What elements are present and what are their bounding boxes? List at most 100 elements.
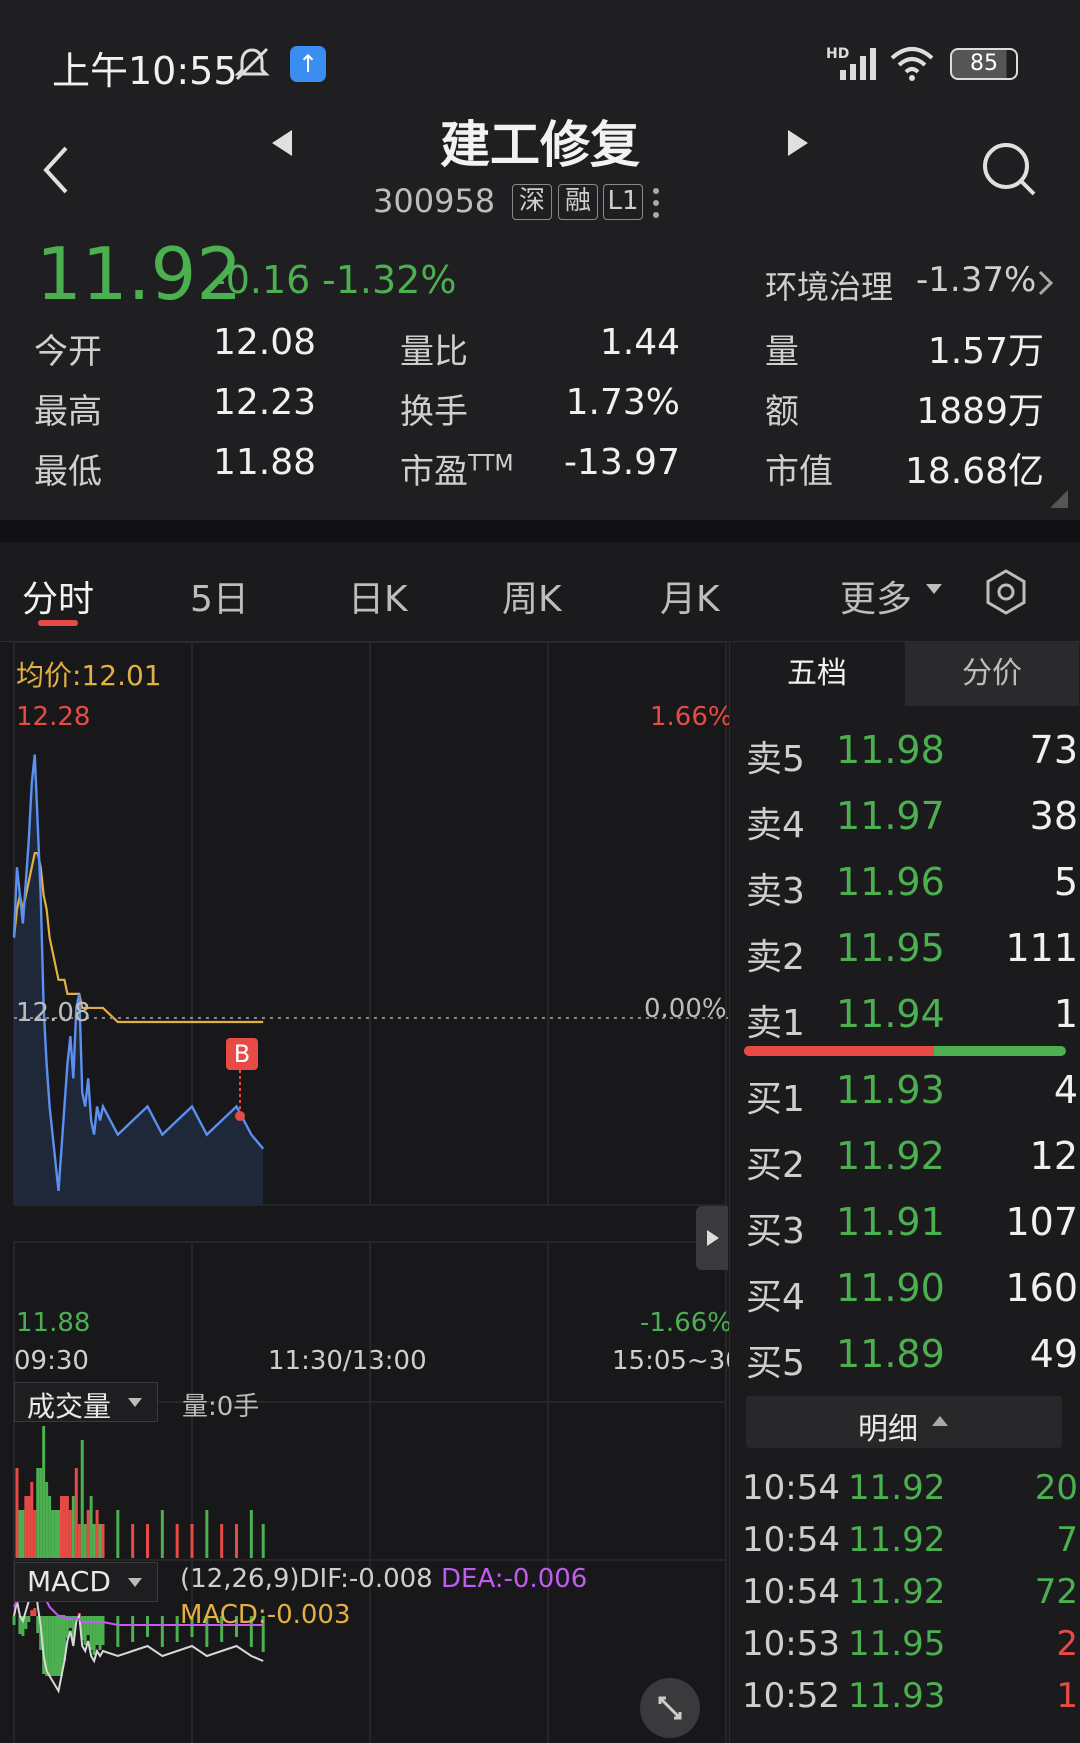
volume-bar xyxy=(98,1524,102,1558)
volume-bar xyxy=(42,1426,46,1558)
fullscreen-button[interactable] xyxy=(640,1678,700,1738)
intraday-chart-area: 均价:12.01 12.28 1.66% 12.08 0.00% 11.88 -… xyxy=(0,642,742,1743)
more-vertical-icon[interactable] xyxy=(650,186,662,220)
volume-bar xyxy=(15,1468,19,1558)
stat-label-pe-sup: TTM xyxy=(468,451,514,477)
tab-intraday[interactable]: 分时 xyxy=(22,579,95,620)
stat-label-volume: 量 xyxy=(765,332,799,372)
volume-bar xyxy=(146,1524,149,1558)
tick-qty: 20 xyxy=(1034,1468,1078,1508)
stat-label-low: 最低 xyxy=(34,452,102,492)
tick-time: 10:54 xyxy=(742,1520,840,1560)
volume-bar xyxy=(62,1496,66,1558)
macd-bar xyxy=(54,1616,58,1676)
buy-sell-ratio-bar xyxy=(744,1046,1066,1056)
tab-5day[interactable]: 5日 xyxy=(190,579,249,620)
price-change-pct: -1.32% xyxy=(322,258,457,302)
macd-bar xyxy=(98,1616,102,1650)
macd-bar xyxy=(71,1616,75,1643)
macd-bar xyxy=(205,1616,209,1647)
macd-bar xyxy=(116,1616,120,1647)
macd-value: MACD:-0.003 xyxy=(180,1600,351,1630)
tick-row: 10:53 11.95 2 xyxy=(742,1620,1078,1672)
y-top-pct-label: 1.66% xyxy=(650,702,733,732)
settings-icon[interactable] xyxy=(982,568,1030,616)
level-qty: 107 xyxy=(1005,1200,1078,1244)
volume-bar xyxy=(45,1482,49,1558)
price-area-fill xyxy=(14,754,264,1205)
dea-value: DEA:-0.006 xyxy=(441,1564,588,1594)
battery-indicator: 85 xyxy=(950,48,1018,80)
volume-bar xyxy=(74,1468,78,1558)
volume-bar xyxy=(131,1524,135,1558)
chevron-right-icon[interactable] xyxy=(1036,268,1056,298)
level-label: 卖2 xyxy=(746,937,805,978)
expand-corner-icon[interactable] xyxy=(1048,488,1070,510)
macd-bar xyxy=(68,1616,72,1628)
buy-marker[interactable]: B xyxy=(226,1038,258,1070)
last-price: 11.92 xyxy=(36,232,243,316)
chart-period-tabs: 分时 5日 日K 周K 月K 更多 xyxy=(0,542,1080,642)
tab-price-distribution[interactable]: 分价 xyxy=(905,642,1079,706)
cell-signal-icon xyxy=(840,48,876,80)
stock-code: 300958 xyxy=(373,182,496,220)
level-price: 11.94 xyxy=(836,992,945,1036)
search-icon[interactable] xyxy=(980,140,1040,200)
stat-value-low: 11.88 xyxy=(212,442,316,483)
volume-indicator-select[interactable]: 成交量 xyxy=(14,1382,158,1423)
volume-bar xyxy=(80,1440,84,1558)
tab-weekly-k[interactable]: 周K xyxy=(502,579,562,620)
x-label-midday: 11:30/13:00 xyxy=(268,1346,427,1376)
volume-bar xyxy=(24,1496,28,1558)
volume-bar xyxy=(95,1510,99,1558)
stat-value-turnover: 1.73% xyxy=(565,382,680,423)
buy-level-5: 买5 11.89 49 xyxy=(746,1326,1078,1386)
tick-qty: 1 xyxy=(1056,1676,1078,1716)
wifi-icon xyxy=(890,47,934,81)
back-icon[interactable] xyxy=(38,142,74,198)
macd-bar xyxy=(30,1610,34,1616)
tab-monthly-k[interactable]: 月K xyxy=(660,579,720,620)
industry-change[interactable]: -1.37% xyxy=(916,260,1037,300)
caret-down-icon[interactable] xyxy=(924,582,944,596)
play-right-icon xyxy=(707,1230,719,1246)
macd-bar xyxy=(83,1616,87,1645)
macd-bar xyxy=(24,1616,28,1629)
macd-bar xyxy=(175,1616,179,1642)
macd-bar xyxy=(160,1616,164,1647)
tab-more[interactable]: 更多 xyxy=(840,579,913,620)
volume-bar xyxy=(30,1482,34,1558)
stat-label-volume-ratio: 量比 xyxy=(400,332,468,372)
macd-bar xyxy=(18,1616,22,1634)
expand-panel-button[interactable] xyxy=(696,1206,728,1270)
volume-bar xyxy=(92,1524,96,1558)
tab-daily-k[interactable]: 日K xyxy=(348,579,408,620)
tick-time: 10:54 xyxy=(742,1572,840,1612)
prev-stock-icon[interactable] xyxy=(268,128,296,158)
volume-bar xyxy=(71,1496,75,1558)
ticks-title: 明细 xyxy=(858,1412,918,1447)
macd-bar xyxy=(146,1616,149,1637)
stat-value-volume-ratio: 1.44 xyxy=(599,322,680,363)
macd-bar xyxy=(48,1616,52,1676)
tick-price: 11.92 xyxy=(848,1572,946,1612)
industry-name[interactable]: 环境治理 xyxy=(765,268,894,306)
y-mid-label: 12.08 xyxy=(16,998,91,1028)
sell-ratio-fill xyxy=(744,1046,934,1056)
next-stock-icon[interactable] xyxy=(784,128,812,158)
level-qty: 111 xyxy=(1005,926,1078,970)
macd-indicator-select[interactable]: MACD xyxy=(14,1562,158,1602)
caret-up-icon xyxy=(932,1416,948,1426)
ticks-toggle[interactable]: 明细 xyxy=(746,1396,1062,1448)
status-time: 上午10:55 xyxy=(52,49,238,93)
macd-bar xyxy=(42,1616,46,1674)
level-qty: 160 xyxy=(1005,1266,1078,1310)
macd-params-row: (12,26,9)DIF:-0.008 DEA:-0.006 xyxy=(180,1564,587,1594)
upload-notification-icon: ↑ xyxy=(290,46,326,82)
macd-bar xyxy=(74,1616,78,1618)
tab-five-levels[interactable]: 五档 xyxy=(730,642,904,706)
sell-level-4: 卖4 11.97 38 xyxy=(746,788,1078,848)
stat-value-pe: -13.97 xyxy=(563,442,680,483)
macd-indicator-label: MACD xyxy=(27,1565,111,1598)
tick-time: 10:53 xyxy=(742,1624,840,1664)
